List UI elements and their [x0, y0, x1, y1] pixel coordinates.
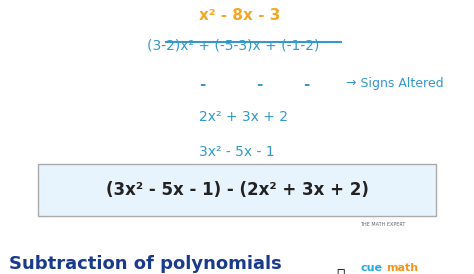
Text: Subtraction of polynomials: Subtraction of polynomials [9, 255, 282, 273]
Text: (3x² - 5x - 1) - (2x² + 3x + 2): (3x² - 5x - 1) - (2x² + 3x + 2) [106, 181, 368, 199]
Text: -: - [256, 77, 262, 92]
Text: -: - [303, 77, 310, 92]
Text: 🚀: 🚀 [337, 269, 345, 274]
Text: THE MATH EXPERT: THE MATH EXPERT [360, 222, 406, 227]
Text: 2x² + 3x + 2: 2x² + 3x + 2 [199, 110, 288, 124]
Text: 3x² - 5x - 1: 3x² - 5x - 1 [199, 145, 275, 159]
Text: cue: cue [360, 263, 382, 273]
Text: x² - 8x - 3: x² - 8x - 3 [199, 8, 281, 23]
Text: -: - [199, 77, 205, 92]
Text: (3-2)x² + (-5-3)x + (-1-2): (3-2)x² + (-5-3)x + (-1-2) [147, 38, 319, 52]
Text: → Signs Altered: → Signs Altered [346, 77, 444, 90]
Text: math: math [386, 263, 419, 273]
FancyBboxPatch shape [38, 164, 436, 216]
